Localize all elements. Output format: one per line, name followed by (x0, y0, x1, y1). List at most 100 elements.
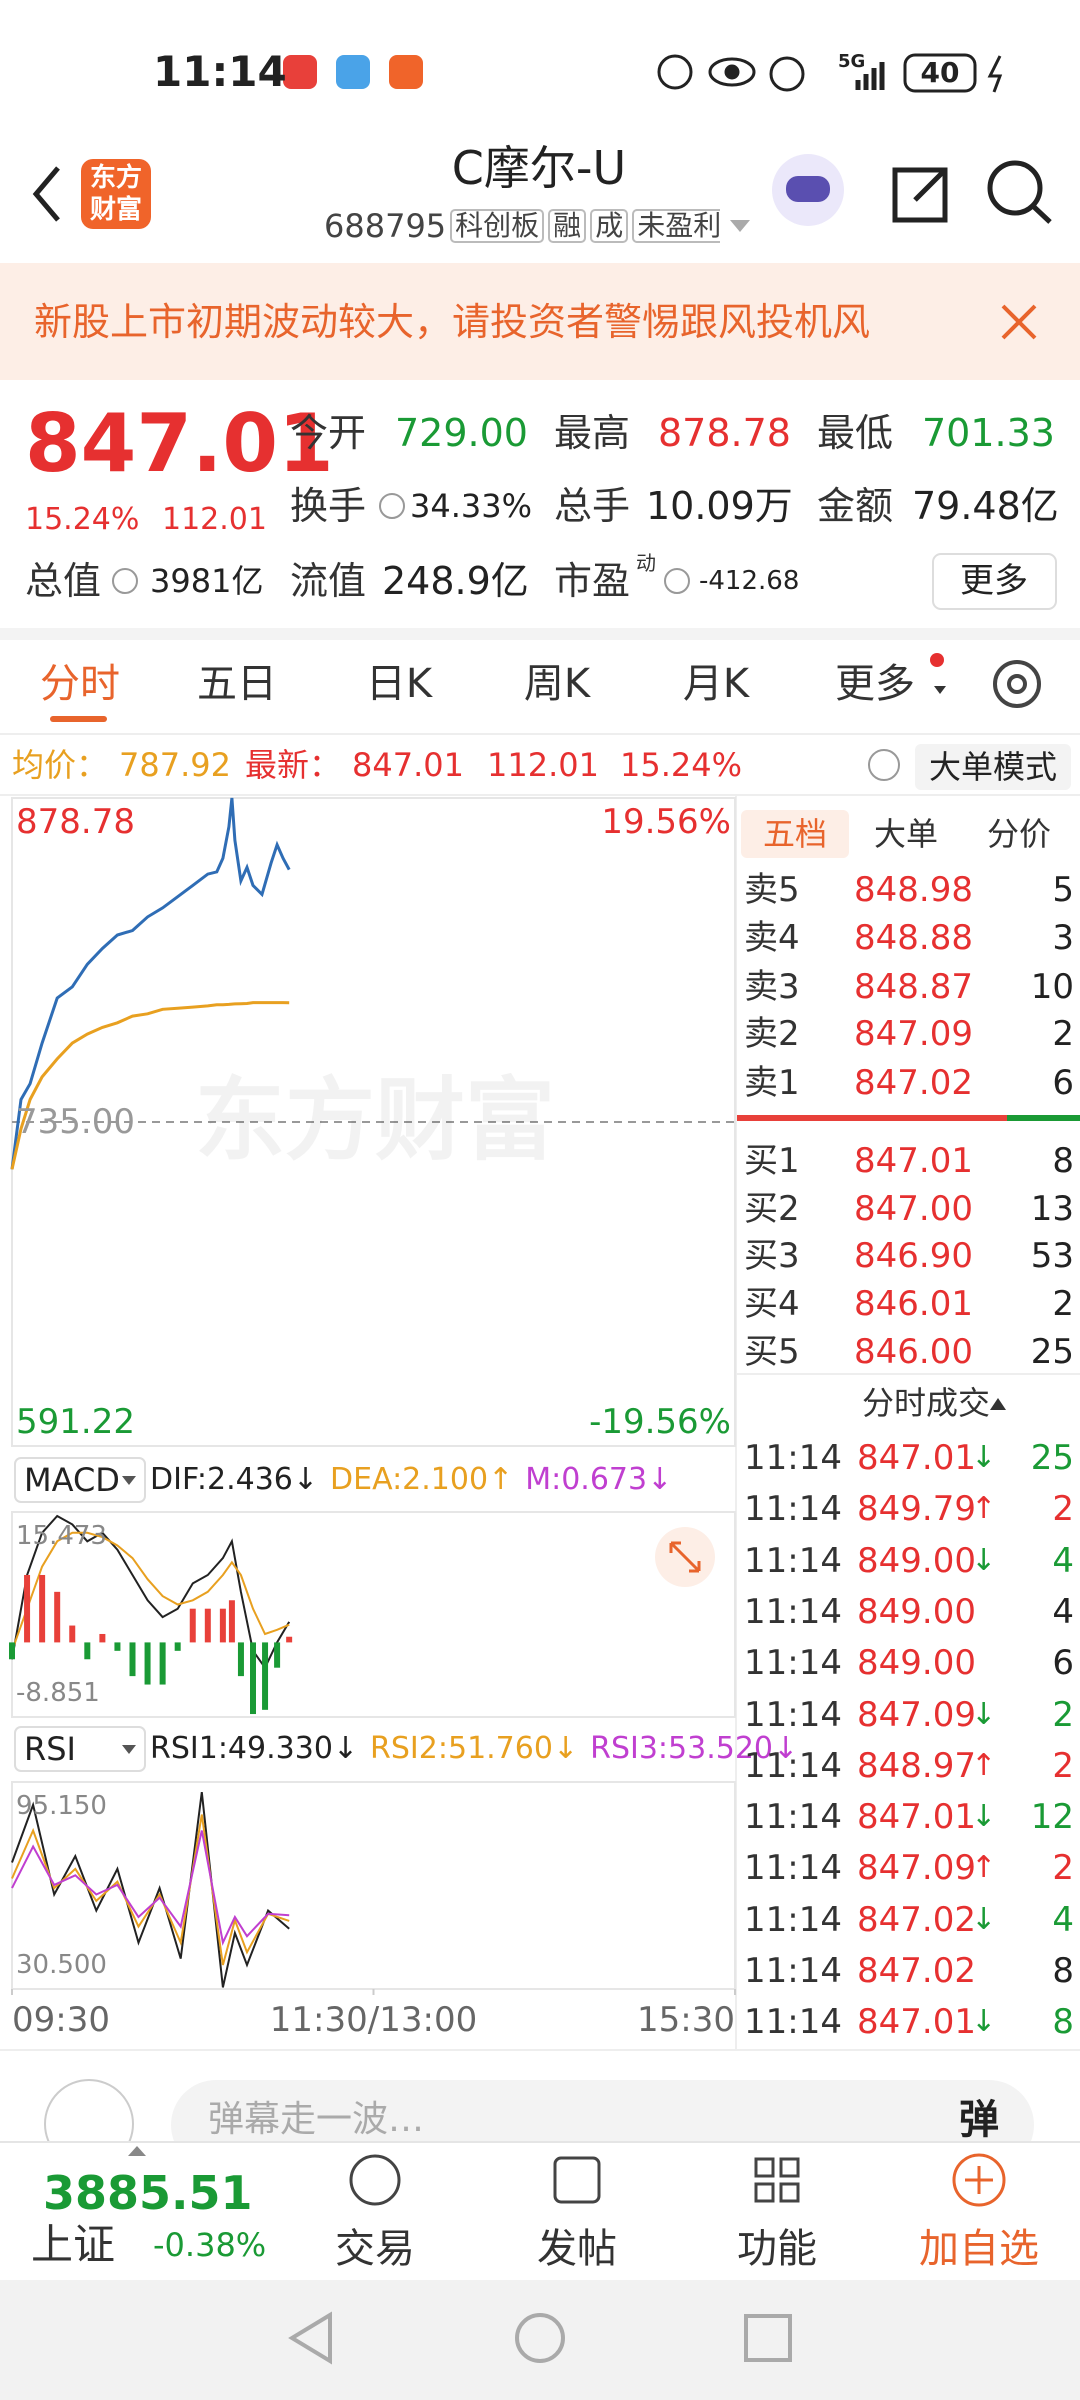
book-label: 卖5 (744, 870, 800, 910)
close-button[interactable] (1001, 304, 1037, 340)
indicator-select[interactable] (14, 1726, 146, 1772)
histogram-bar (99, 1633, 106, 1643)
histogram-bar (69, 1625, 76, 1643)
y2-tick-label: -19.56% (589, 1402, 731, 1442)
nav-item[interactable]: 加自选 (919, 2226, 1039, 2272)
trade-price: 847.01 (857, 1438, 976, 1478)
dropdown-icon[interactable] (730, 220, 750, 232)
change: 112.01 (162, 502, 267, 537)
bid-bar (1007, 1115, 1080, 1121)
tag: 未盈利 (632, 209, 720, 243)
mode-button[interactable] (915, 744, 1071, 790)
x-tick-label: 15:30 (637, 2000, 735, 2040)
legend-entry: RSI1:49.330↓ (150, 1731, 359, 1766)
trade-price: 847.01 (857, 2002, 976, 2043)
nav-item[interactable]: 发帖 (537, 2226, 617, 2272)
indicator-select[interactable] (14, 1457, 146, 1503)
field-value: 3981亿 (150, 562, 264, 600)
tab[interactable]: 日K (365, 661, 433, 707)
histogram-bar (159, 1642, 166, 1685)
tab[interactable]: 周K (523, 661, 591, 707)
trade-time: 11:14 (744, 1489, 842, 1530)
field-value: 878.78 (658, 411, 791, 455)
stock-code-row: 688795 科创板融成未盈利 (324, 209, 720, 243)
book-volume: 53 (1030, 1236, 1074, 1276)
y-tick-label: -8.851 (16, 1678, 100, 1708)
trade-price: 849.00 (857, 1591, 976, 1632)
share-icon[interactable] (892, 167, 948, 223)
trade-volume: 4 (1052, 1899, 1074, 1940)
nav-item[interactable]: 交易 (335, 2226, 415, 2272)
more-button[interactable]: 更多 (960, 561, 1028, 601)
field-label: 金额 (817, 484, 894, 528)
warning-text: 新股上市初期波动较大，请投资者警惕跟风投机风 (34, 300, 871, 344)
indicator-name[interactable]: MACD (24, 1461, 120, 1499)
tab[interactable]: 月K (682, 661, 750, 707)
logo (81, 159, 151, 229)
field-label: 换手 (290, 484, 367, 528)
search-icon[interactable] (987, 160, 1052, 224)
settings-icon[interactable] (993, 660, 1041, 708)
trade-time: 11:14 (744, 1438, 842, 1478)
index-change: -0.38% (153, 2226, 267, 2264)
tab[interactable]: 分时 (40, 661, 120, 707)
battery: 40 (920, 56, 960, 89)
mode-button[interactable]: 大单模式 (928, 748, 1058, 786)
trade-volume: 2 (1052, 1848, 1074, 1889)
info-icons (112, 493, 690, 594)
tag: 融 (548, 209, 587, 243)
separator (0, 628, 1080, 640)
dropdown-icon (934, 686, 946, 694)
superscript: 动 (636, 551, 656, 575)
histogram-bar (189, 1608, 196, 1643)
trade-time: 11:14 (744, 1951, 842, 1991)
help-icon[interactable] (868, 749, 900, 781)
trade-price: 849.79 (857, 1489, 976, 1530)
y-tick-label: 30.500 (16, 1950, 107, 1980)
system-nav-bg (0, 2280, 1080, 2400)
book-price: 847.00 (854, 1189, 973, 1229)
field-value: -412.68 (699, 566, 800, 596)
more-button[interactable] (932, 553, 1057, 610)
index-name: 上证 (31, 2220, 116, 2269)
trade-volume: 8 (1052, 1951, 1074, 1991)
histogram-bar (250, 1642, 256, 1715)
book-tab[interactable]: 大单 (873, 815, 939, 853)
trade-volume: 2 (1052, 1489, 1074, 1530)
field-value: 729.00 (395, 411, 528, 455)
book-volume: 6 (1052, 1063, 1074, 1103)
book-tab[interactable]: 分价 (986, 815, 1052, 853)
series-line (11, 1531, 290, 1652)
trade-direction: ↓ (971, 1901, 997, 1937)
trade-direction: ↑ (971, 1850, 997, 1886)
trade-volume: 6 (1052, 1643, 1074, 1684)
histogram-bar (262, 1642, 269, 1710)
trade-price: 847.01 (857, 1797, 976, 1838)
x-tick-label: 11:30/13:00 (269, 2000, 478, 2040)
book-price: 847.09 (854, 1014, 973, 1054)
book-volume: 5 (1052, 870, 1074, 910)
book-volume: 2 (1052, 1014, 1074, 1054)
nav-item[interactable]: 功能 (737, 2226, 817, 2272)
book-volume: 2 (1052, 1284, 1074, 1324)
expand-button[interactable] (655, 1527, 715, 1587)
book-volume: 8 (1052, 1141, 1074, 1181)
system-nav[interactable] (288, 2311, 792, 2365)
histogram-bar (39, 1574, 46, 1643)
tab[interactable]: 更多 (835, 661, 915, 707)
indicator-name[interactable]: RSI (24, 1730, 76, 1768)
banner-bg (0, 263, 1080, 380)
dropdown-icon (122, 1745, 136, 1754)
trade-direction: ↓ (971, 1799, 997, 1835)
danmaku-button[interactable]: 弹 (959, 2097, 999, 2143)
field-label: 总手 (554, 484, 631, 528)
comment-placeholder[interactable]: 弹幕走一波… (208, 2099, 425, 2140)
tab[interactable]: 五日 (197, 661, 277, 707)
back-button[interactable] (32, 166, 60, 222)
book-tab[interactable]: 五档 (762, 815, 828, 853)
stock-title: C摩尔-U (451, 141, 627, 195)
trade-time: 11:14 (744, 1643, 842, 1684)
trade-direction: ↓ (971, 1440, 997, 1475)
trade-direction: ↓ (971, 1542, 997, 1578)
book-volume: 25 (1030, 1332, 1074, 1372)
